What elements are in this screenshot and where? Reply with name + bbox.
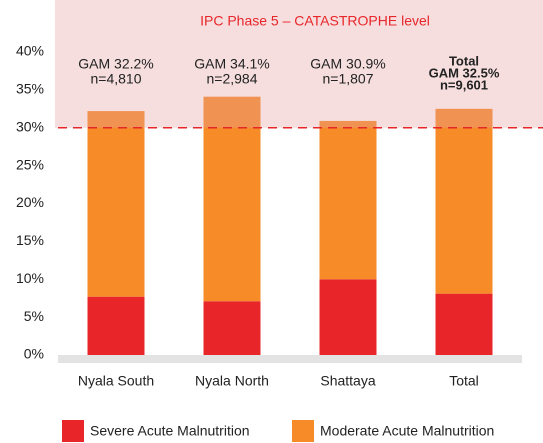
bar-segment (87, 296, 145, 355)
bar-annotation: GAM 32.5% (429, 65, 500, 80)
bar-annotation: GAM 32.2% (78, 56, 153, 72)
y-tick-label: 15% (16, 232, 44, 248)
y-tick-label: 35% (16, 81, 44, 97)
bar-annotation: n=2,984 (207, 71, 258, 87)
bar-segment (435, 108, 493, 294)
baseline-bar (58, 355, 522, 363)
x-tick-label: Nyala North (195, 373, 269, 389)
y-tick-label: 0% (24, 346, 44, 362)
bar-segment (319, 120, 377, 280)
bar-segment (319, 279, 377, 355)
x-tick-label: Total (449, 373, 479, 389)
bar-segment (203, 96, 261, 302)
bar-annotation: GAM 30.9% (310, 56, 385, 72)
y-tick-label: 10% (16, 270, 44, 286)
y-tick-label: 20% (16, 194, 44, 210)
ipc-band (55, 0, 543, 128)
bar-annotation: n=9,601 (440, 77, 488, 92)
legend-swatch (292, 420, 314, 442)
bar-segment (203, 301, 261, 355)
bar-annotation: Total (449, 53, 479, 68)
y-tick-label: 5% (24, 308, 44, 324)
y-tick-label: 25% (16, 156, 44, 172)
band-label: IPC Phase 5 – CATASTROPHE level (200, 13, 430, 29)
bar-segment (87, 111, 145, 297)
y-tick-label: 30% (16, 118, 44, 134)
x-tick-label: Shattaya (320, 373, 375, 389)
legend-label: Moderate Acute Malnutrition (320, 423, 494, 439)
bar-segment (435, 293, 493, 355)
legend-label: Severe Acute Malnutrition (90, 423, 250, 439)
bar-annotation: n=1,807 (323, 71, 374, 87)
x-tick-label: Nyala South (78, 373, 154, 389)
legend-swatch (62, 420, 84, 442)
bar-annotation: GAM 34.1% (194, 56, 269, 72)
y-tick-label: 40% (16, 43, 44, 59)
bar-annotation: n=4,810 (91, 71, 142, 87)
